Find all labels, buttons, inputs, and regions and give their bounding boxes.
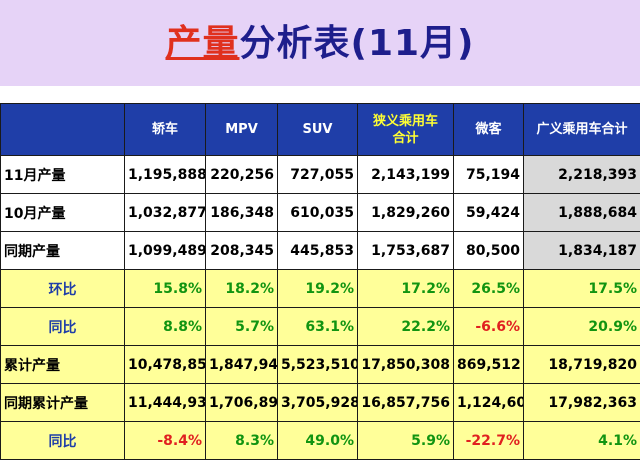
table-cell: 869,512 [454, 346, 524, 384]
table-cell: 445,853 [278, 232, 358, 270]
table-cell: 1,099,489 [125, 232, 206, 270]
header-cell-blank [1, 104, 125, 156]
table-cell: 1,032,877 [125, 194, 206, 232]
table-cell: 1,847,946 [206, 346, 278, 384]
table-cell: 17.2% [358, 270, 454, 308]
table-cell: 1,829,260 [358, 194, 454, 232]
table-cell: 19.2% [278, 270, 358, 308]
title-rest: 分析表(11月) [240, 23, 475, 64]
page-title: 产量分析表(11月) [0, 14, 640, 66]
table-cell: 1,753,687 [358, 232, 454, 270]
table-cell: 8.8% [125, 308, 206, 346]
table-cell: 1,834,187 [524, 232, 640, 270]
table-cell: 22.2% [358, 308, 454, 346]
row-label: 同期累计产量 [1, 384, 125, 422]
table-cell: 8.3% [206, 422, 278, 460]
table-cell: 59,424 [454, 194, 524, 232]
table-cell: -22.7% [454, 422, 524, 460]
row-label: 同比 [1, 422, 125, 460]
table-cell: 17.5% [524, 270, 640, 308]
header-cell-mpv: MPV [206, 104, 278, 156]
table-cell: 186,348 [206, 194, 278, 232]
header-row: 轿车 MPV SUV 狭义乘用车 合计 微客 广义乘用车合计 [1, 104, 640, 156]
table-cell: 3,705,928 [278, 384, 358, 422]
header-cell-minivan: 微客 [454, 104, 524, 156]
table-cell: 10,478,852 [125, 346, 206, 384]
title-highlight: 产量 [165, 23, 239, 64]
table-row: 同比-8.4%8.3%49.0%5.9%-22.7%4.1% [1, 422, 640, 460]
table-cell: 610,035 [278, 194, 358, 232]
table-cell: -8.4% [125, 422, 206, 460]
header-cell-broad-total: 广义乘用车合计 [524, 104, 640, 156]
table-cell: 18,719,820 [524, 346, 640, 384]
table-cell: 208,345 [206, 232, 278, 270]
table-cell: 11,444,937 [125, 384, 206, 422]
table-cell: 4.1% [524, 422, 640, 460]
table-cell: 16,857,756 [358, 384, 454, 422]
row-label: 同期产量 [1, 232, 125, 270]
table-cell: 17,850,308 [358, 346, 454, 384]
row-label: 同比 [1, 308, 125, 346]
table-cell: 15.8% [125, 270, 206, 308]
table-cell: 2,143,199 [358, 156, 454, 194]
table-cell: 1,888,684 [524, 194, 640, 232]
table-cell: 220,256 [206, 156, 278, 194]
table-cell: 2,218,393 [524, 156, 640, 194]
table-cell: 1,706,891 [206, 384, 278, 422]
table-cell: 5.9% [358, 422, 454, 460]
row-label: 环比 [1, 270, 125, 308]
table-cell: 80,500 [454, 232, 524, 270]
table-cell: 1,124,607 [454, 384, 524, 422]
table-cell: 5.7% [206, 308, 278, 346]
table-cell: 1,195,888 [125, 156, 206, 194]
row-label: 累计产量 [1, 346, 125, 384]
table-row: 累计产量10,478,8521,847,9465,523,51017,850,3… [1, 346, 640, 384]
table-cell: 20.9% [524, 308, 640, 346]
header-cell-narrow-total: 狭义乘用车 合计 [358, 104, 454, 156]
table-cell: 75,194 [454, 156, 524, 194]
table-cell: -6.6% [454, 308, 524, 346]
header-cell-suv: SUV [278, 104, 358, 156]
table-cell: 63.1% [278, 308, 358, 346]
row-label: 10月产量 [1, 194, 125, 232]
table-cell: 17,982,363 [524, 384, 640, 422]
table-cell: 49.0% [278, 422, 358, 460]
row-label: 11月产量 [1, 156, 125, 194]
table-row: 同期累计产量11,444,9371,706,8913,705,92816,857… [1, 384, 640, 422]
table-cell: 5,523,510 [278, 346, 358, 384]
table-cell: 18.2% [206, 270, 278, 308]
table-cell: 26.5% [454, 270, 524, 308]
header-cell-sedan: 轿车 [125, 104, 206, 156]
table-cell: 727,055 [278, 156, 358, 194]
